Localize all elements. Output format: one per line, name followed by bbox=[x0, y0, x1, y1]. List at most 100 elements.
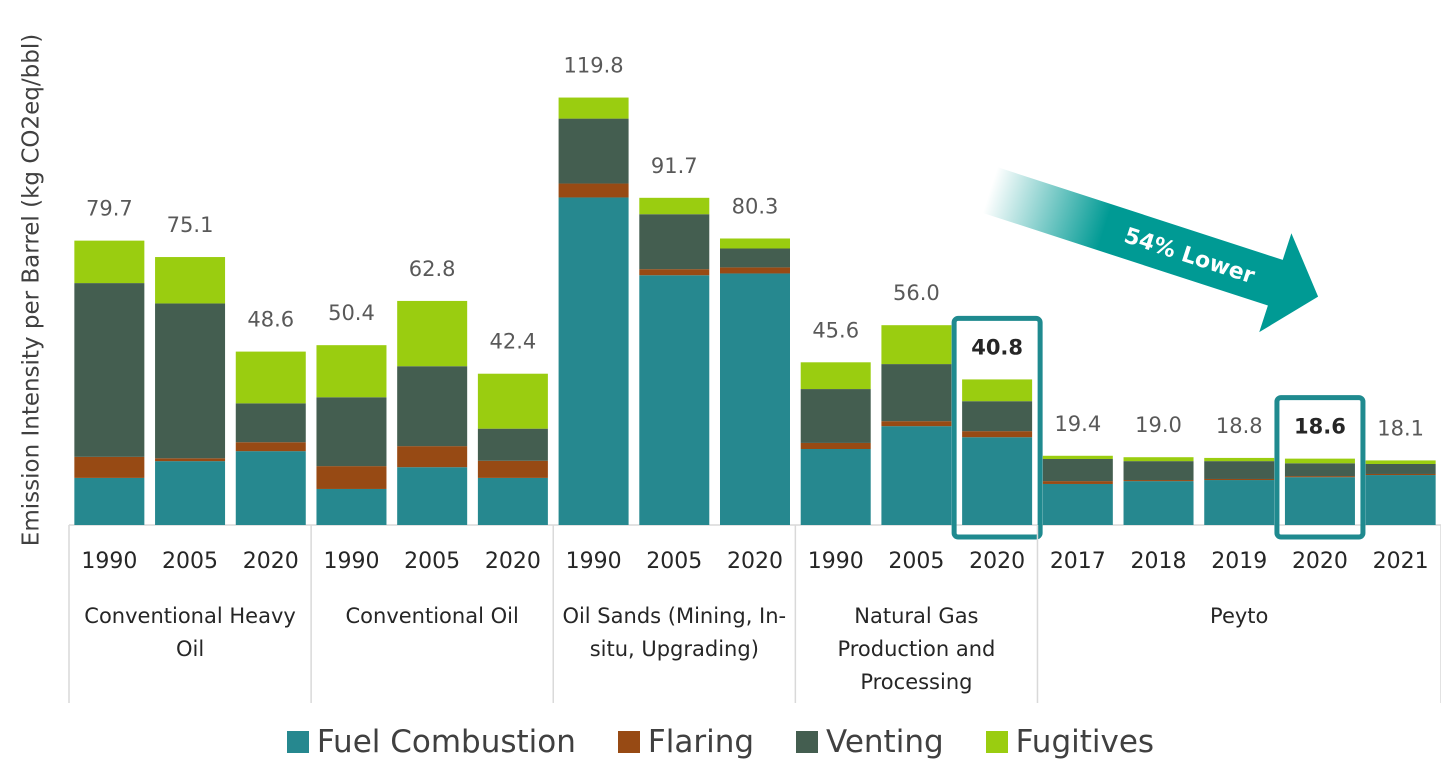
bar-segment bbox=[316, 345, 387, 398]
bar-segment bbox=[235, 451, 306, 525]
x-tick-label: 1990 bbox=[323, 549, 379, 574]
bar-segment bbox=[477, 428, 548, 461]
legend-label: Venting bbox=[826, 724, 944, 760]
bar-segment bbox=[558, 197, 629, 526]
bar-segment bbox=[235, 351, 306, 404]
x-tick-label: 2018 bbox=[1131, 549, 1187, 574]
bar-segment bbox=[155, 303, 226, 459]
bar-segment bbox=[1042, 458, 1113, 482]
bar-segment bbox=[639, 275, 710, 525]
total-label: 91.7 bbox=[651, 154, 698, 178]
legend-label: Flaring bbox=[647, 724, 755, 760]
bar-segment bbox=[316, 466, 387, 489]
bar-segment bbox=[639, 269, 710, 276]
bar-segment bbox=[74, 456, 145, 478]
total-label: 80.3 bbox=[732, 194, 779, 218]
bar-segment bbox=[155, 461, 226, 525]
bar-segment bbox=[1284, 463, 1355, 477]
bar-segment bbox=[74, 283, 145, 457]
bar-segment bbox=[397, 446, 468, 468]
bar-segment bbox=[235, 442, 306, 452]
total-label: 19.4 bbox=[1054, 412, 1101, 436]
x-tick-label: 2020 bbox=[1292, 549, 1348, 574]
legend-swatch bbox=[286, 731, 309, 753]
bar-segment bbox=[881, 421, 952, 427]
bar-segment bbox=[800, 389, 871, 443]
bar-segment bbox=[74, 477, 145, 525]
bar-segment bbox=[397, 467, 468, 525]
group-label: Peyto bbox=[1210, 604, 1269, 628]
total-label: 75.1 bbox=[167, 213, 214, 237]
legend-item: Venting bbox=[796, 724, 944, 760]
x-tick-label: 2021 bbox=[1373, 549, 1429, 574]
total-label: 19.0 bbox=[1135, 413, 1182, 437]
bar-segment bbox=[558, 97, 629, 119]
plot: 54% Lower Emission Intensity per Barrel … bbox=[19, 34, 1441, 703]
bar-segment bbox=[1042, 481, 1113, 484]
bar-segment bbox=[1204, 480, 1275, 525]
total-label: 40.8 bbox=[971, 335, 1023, 359]
legend-label: Fugitives bbox=[1015, 724, 1155, 760]
bar-segment bbox=[397, 366, 468, 447]
x-tick-label: 2020 bbox=[727, 549, 783, 574]
bar-segment bbox=[1204, 457, 1275, 462]
x-tick-label: 2017 bbox=[1050, 549, 1106, 574]
bar-segment bbox=[155, 458, 226, 462]
bar-segment bbox=[1204, 461, 1275, 479]
total-label: 48.6 bbox=[247, 308, 294, 332]
bar-segment bbox=[1123, 480, 1194, 482]
bar-segment bbox=[1042, 483, 1113, 525]
x-tick-label: 1990 bbox=[81, 549, 137, 574]
bar-segment bbox=[1204, 478, 1275, 481]
bar-segment bbox=[477, 460, 548, 478]
total-label: 79.7 bbox=[86, 197, 133, 221]
group-label: Oil Sands (Mining, In-situ, Upgrading) bbox=[562, 604, 787, 661]
bar-segment bbox=[881, 426, 952, 525]
x-tick-label: 2005 bbox=[646, 549, 702, 574]
bar-segment bbox=[639, 197, 710, 215]
bar-segment bbox=[558, 183, 629, 198]
bar-segment bbox=[720, 248, 790, 268]
total-label: 45.6 bbox=[812, 318, 859, 342]
group-label: Conventional Heavy Oil bbox=[84, 604, 296, 661]
x-tick-label: 2019 bbox=[1211, 549, 1267, 574]
bar-segment bbox=[1365, 473, 1436, 476]
legend-item: Fuel Combustion bbox=[286, 724, 576, 760]
y-axis-label: Emission Intensity per Barrel (kg CO2eq/… bbox=[19, 34, 45, 546]
bar-segment bbox=[316, 397, 387, 467]
bar-segment bbox=[962, 401, 1033, 432]
x-tick-label: 1990 bbox=[566, 549, 622, 574]
bar-segment bbox=[558, 118, 629, 184]
legend-swatch bbox=[985, 731, 1008, 753]
bar-segment bbox=[1365, 463, 1436, 474]
bar-segment bbox=[881, 325, 952, 365]
bar-segment bbox=[881, 364, 952, 422]
highlight-box bbox=[1274, 395, 1366, 540]
bar-segment bbox=[639, 214, 710, 270]
total-label: 50.4 bbox=[328, 301, 375, 325]
bar-segment bbox=[316, 488, 387, 525]
total-label: 18.1 bbox=[1377, 416, 1424, 440]
bar-segment bbox=[1365, 460, 1436, 464]
bar-segment bbox=[1284, 458, 1355, 464]
x-tick-label: 2020 bbox=[485, 549, 541, 574]
arrow: 54% Lower bbox=[982, 167, 1319, 333]
bar-segment bbox=[477, 477, 548, 525]
total-label: 18.6 bbox=[1294, 415, 1346, 439]
bar-segment bbox=[800, 442, 871, 450]
bar-segment bbox=[1042, 455, 1113, 459]
x-tick-label: 2020 bbox=[969, 549, 1025, 574]
bar-segment bbox=[720, 267, 790, 274]
bar-segment bbox=[477, 373, 548, 429]
bar-segment bbox=[397, 300, 468, 367]
total-label: 119.8 bbox=[564, 54, 624, 78]
bar-segment bbox=[1365, 475, 1436, 525]
x-tick-label: 1990 bbox=[808, 549, 864, 574]
legend-swatch bbox=[617, 731, 640, 753]
bar-segment bbox=[962, 437, 1033, 525]
highlight-box bbox=[951, 315, 1043, 540]
bar-segment bbox=[1123, 481, 1194, 525]
x-tick-label: 2005 bbox=[162, 549, 218, 574]
legend-item: Fugitives bbox=[985, 724, 1155, 760]
